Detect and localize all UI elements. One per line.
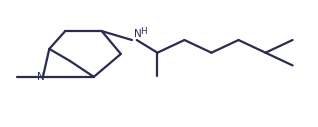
Text: N: N: [134, 29, 141, 39]
Text: N: N: [38, 73, 45, 82]
Text: H: H: [140, 27, 147, 36]
